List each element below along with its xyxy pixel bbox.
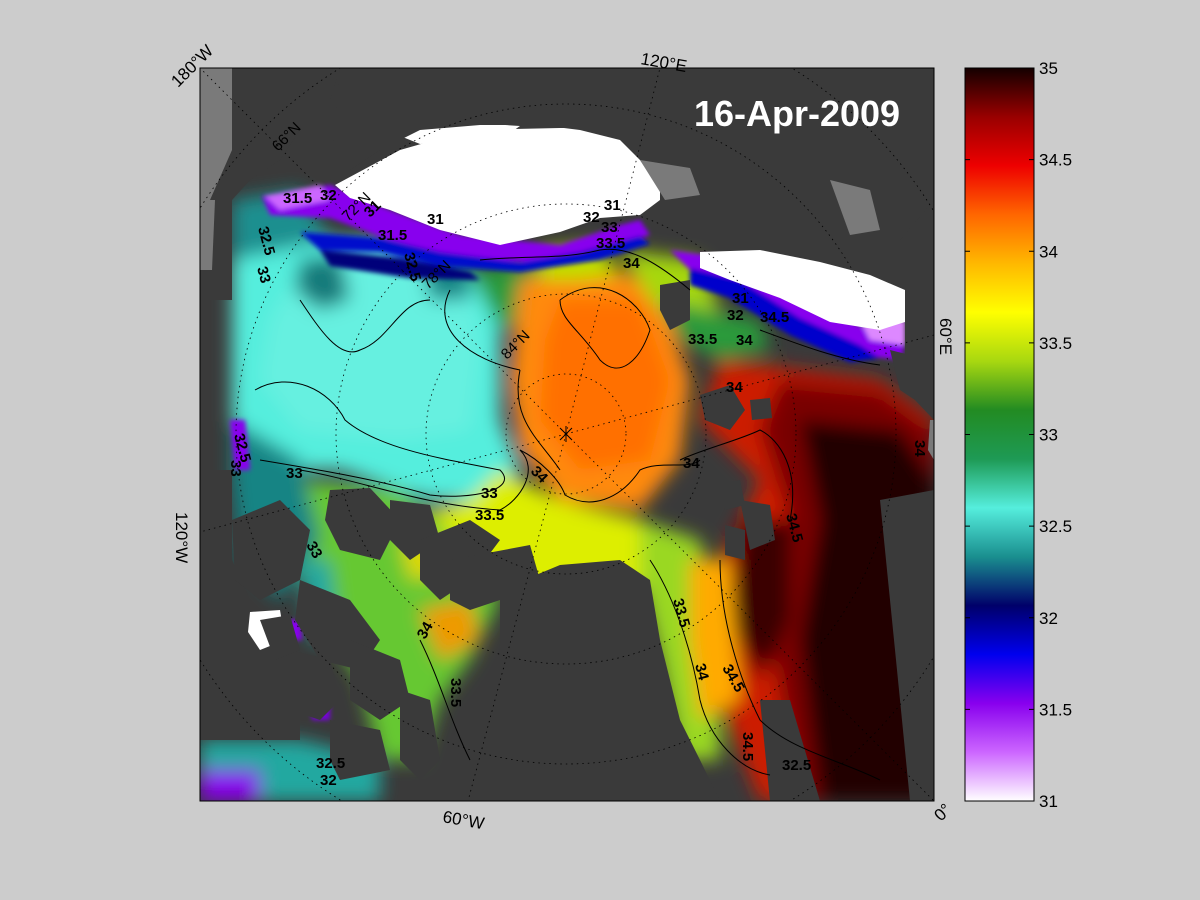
date-title: 16-Apr-2009 — [694, 93, 900, 134]
contour-label: 34 — [414, 618, 437, 642]
contour-label: 33 — [601, 219, 618, 236]
contour-lines — [254, 248, 881, 781]
contour-label: 32.5 — [254, 225, 278, 258]
contour-label: 34.5 — [760, 309, 789, 326]
salinity-field — [200, 190, 934, 801]
colorbar-tick-label: 31.5 — [1039, 700, 1072, 719]
contour-label: 34 — [623, 255, 640, 272]
lon-label-60e: 60°E — [936, 318, 955, 355]
contour-labels: 31.5 323132.5333131.532.531323333.5343132… — [227, 187, 928, 789]
contour-label: 33.5 — [669, 597, 693, 630]
contour-label: 33.5 — [447, 678, 464, 707]
contour-label: 33.5 — [475, 507, 504, 524]
land-masses — [200, 68, 934, 801]
contour-label: 31 — [732, 290, 749, 307]
contour-label: 32 — [727, 307, 744, 324]
contour-label: 33 — [481, 485, 498, 502]
map-frame — [199, 67, 935, 802]
contour-label: 32.5 — [230, 432, 254, 465]
colorbar-tick-label: 32 — [1039, 609, 1058, 628]
contour-label: 34.5 — [782, 512, 806, 545]
contour-label: 34 — [683, 455, 700, 472]
contour-label: 32 — [583, 209, 600, 226]
lon-label-60w: 60°W — [441, 807, 485, 833]
colorbar-tick-label: 32.5 — [1039, 517, 1072, 536]
contour-label: 32 — [320, 772, 337, 789]
contour-label: 31.5 — [378, 227, 407, 244]
colorbar-ticks: 31 31.5 32 32.5 33 33.5 34 34.5 35 — [965, 59, 1072, 811]
contour-label: 32.5 — [316, 755, 345, 772]
contour-label: 34 — [736, 332, 753, 349]
contour-label: 31 — [604, 197, 621, 214]
lon-label-120w: 120°W — [172, 512, 191, 563]
graticule — [200, 68, 934, 801]
colorbar: 31 31.5 32 32.5 33 33.5 34 34.5 35 — [964, 59, 1072, 811]
contour-label: 34 — [691, 662, 712, 683]
colorbar-tick-label: 35 — [1039, 59, 1058, 78]
north-pole-marker — [559, 426, 573, 442]
colorbar-tick-label: 31 — [1039, 792, 1058, 811]
contour-label: 33.5 — [596, 235, 625, 252]
colorbar-bar — [964, 67, 1035, 802]
contour-label: 33 — [303, 539, 326, 562]
map-panel: 31.5 323132.5333131.532.531323333.5343132… — [199, 67, 935, 802]
contour-label: 33 — [286, 465, 303, 482]
contour-label: 31 — [427, 211, 444, 228]
grey-land — [200, 68, 934, 460]
colorbar-tick-label: 34 — [1039, 242, 1058, 261]
contour-label: 33 — [227, 460, 244, 477]
colorbar-tick-label: 33.5 — [1039, 334, 1072, 353]
contour-label: 33.5 — [688, 331, 717, 348]
contour-label: 34 — [911, 440, 928, 457]
contour-label: 34 — [726, 379, 743, 396]
contour-label: 31.5 — [283, 190, 312, 207]
contour-label: 32.5 — [400, 251, 424, 284]
contour-label: 32.5 — [782, 757, 811, 774]
colorbar-tick-label: 33 — [1039, 426, 1058, 445]
lon-label-0: 0° — [930, 800, 955, 825]
contour-label: 34.5 — [739, 732, 756, 761]
contour-label: 33 — [253, 265, 274, 286]
colorbar-tick-label: 34.5 — [1039, 151, 1072, 170]
contour-label: 32 — [320, 187, 337, 204]
